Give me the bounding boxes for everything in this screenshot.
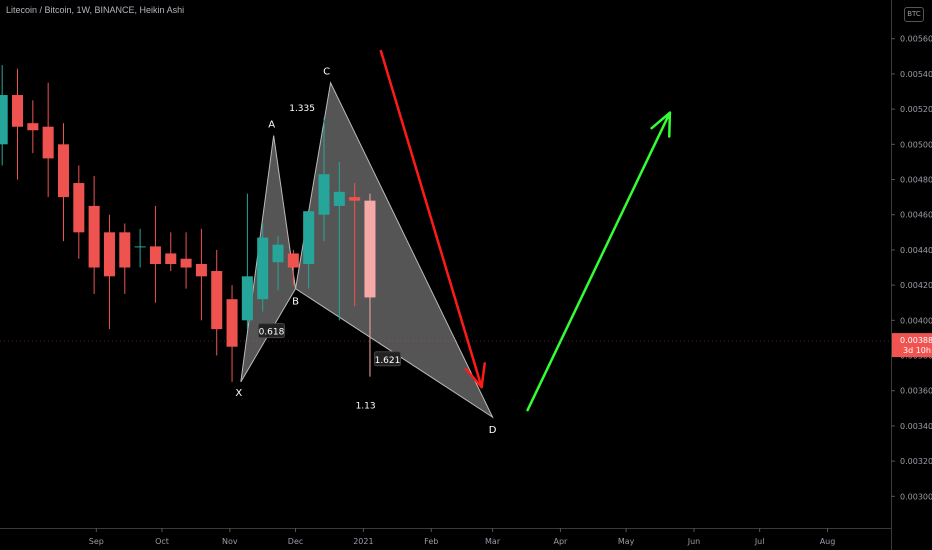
candle-body: [119, 232, 131, 268]
green-up-arrow-shaft: [526, 111, 672, 412]
x-tick-label: Jun: [687, 537, 701, 546]
candle-body: [0, 95, 8, 145]
x-tick-label: Nov: [222, 537, 238, 546]
candle-body: [27, 123, 39, 131]
candle-body: [257, 237, 269, 300]
x-tick-label: 2021: [353, 537, 373, 546]
pattern-point-label: D: [489, 425, 497, 436]
candle-body: [180, 258, 192, 268]
candle-body: [364, 200, 376, 298]
ratio-box: [373, 351, 401, 367]
candle-body: [42, 126, 54, 159]
candle-body: [103, 232, 115, 277]
ratio-label: 1.13: [356, 402, 376, 412]
candle-body: [134, 246, 146, 248]
x-tick-label: May: [618, 537, 635, 546]
last-price-badge: [892, 333, 932, 358]
candle-body: [241, 276, 253, 321]
candle-body: [226, 299, 238, 347]
candle-body: [195, 264, 207, 277]
x-tick-label: Oct: [155, 537, 169, 546]
pattern-triangle-bcd: [294, 81, 494, 419]
candle-body: [303, 211, 315, 264]
pattern-point-label: C: [323, 67, 330, 78]
ratio-label: 0.618: [259, 328, 285, 338]
x-tick-label: Jul: [754, 537, 765, 546]
candle-body: [318, 174, 330, 215]
candle-body: [149, 246, 161, 264]
candle-body: [287, 253, 299, 268]
chart-title: Litecoin / Bitcoin, 1W, BINANCE, Heikin …: [6, 5, 185, 15]
candle-body: [73, 183, 85, 233]
candle-body: [272, 244, 284, 263]
candle-body: [165, 253, 177, 264]
last-price-countdown: 3d 10h: [903, 346, 931, 355]
x-tick-label: Feb: [424, 537, 438, 546]
x-tick-label: Sep: [89, 537, 104, 546]
candle-body: [333, 191, 345, 206]
candle-body: [57, 144, 70, 198]
ratio-label: 1.621: [375, 356, 401, 366]
x-tick-label: Aug: [820, 537, 836, 546]
green-up-arrow-head: [650, 111, 672, 138]
x-tick-label: Apr: [554, 537, 569, 546]
ratio-label: 1.335: [289, 104, 315, 114]
x-tick-label: Dec: [288, 537, 303, 546]
red-down-arrow-shaft: [379, 49, 483, 389]
pattern-point-label: X: [235, 388, 242, 399]
candle-body: [11, 95, 24, 127]
candle-body: [211, 271, 223, 330]
ratio-box: [257, 323, 285, 339]
currency-badge[interactable]: BTC: [904, 7, 924, 22]
x-tick-label: Mar: [485, 537, 501, 546]
last-price-value: 0.003882: [900, 336, 932, 345]
red-down-arrow-head: [464, 362, 486, 389]
candle-body: [349, 197, 361, 201]
pattern-point-label: A: [268, 120, 275, 131]
y-tick-label: 0.003000: [900, 492, 932, 501]
pattern-point-label: B: [292, 297, 299, 308]
candle-body: [88, 205, 100, 268]
